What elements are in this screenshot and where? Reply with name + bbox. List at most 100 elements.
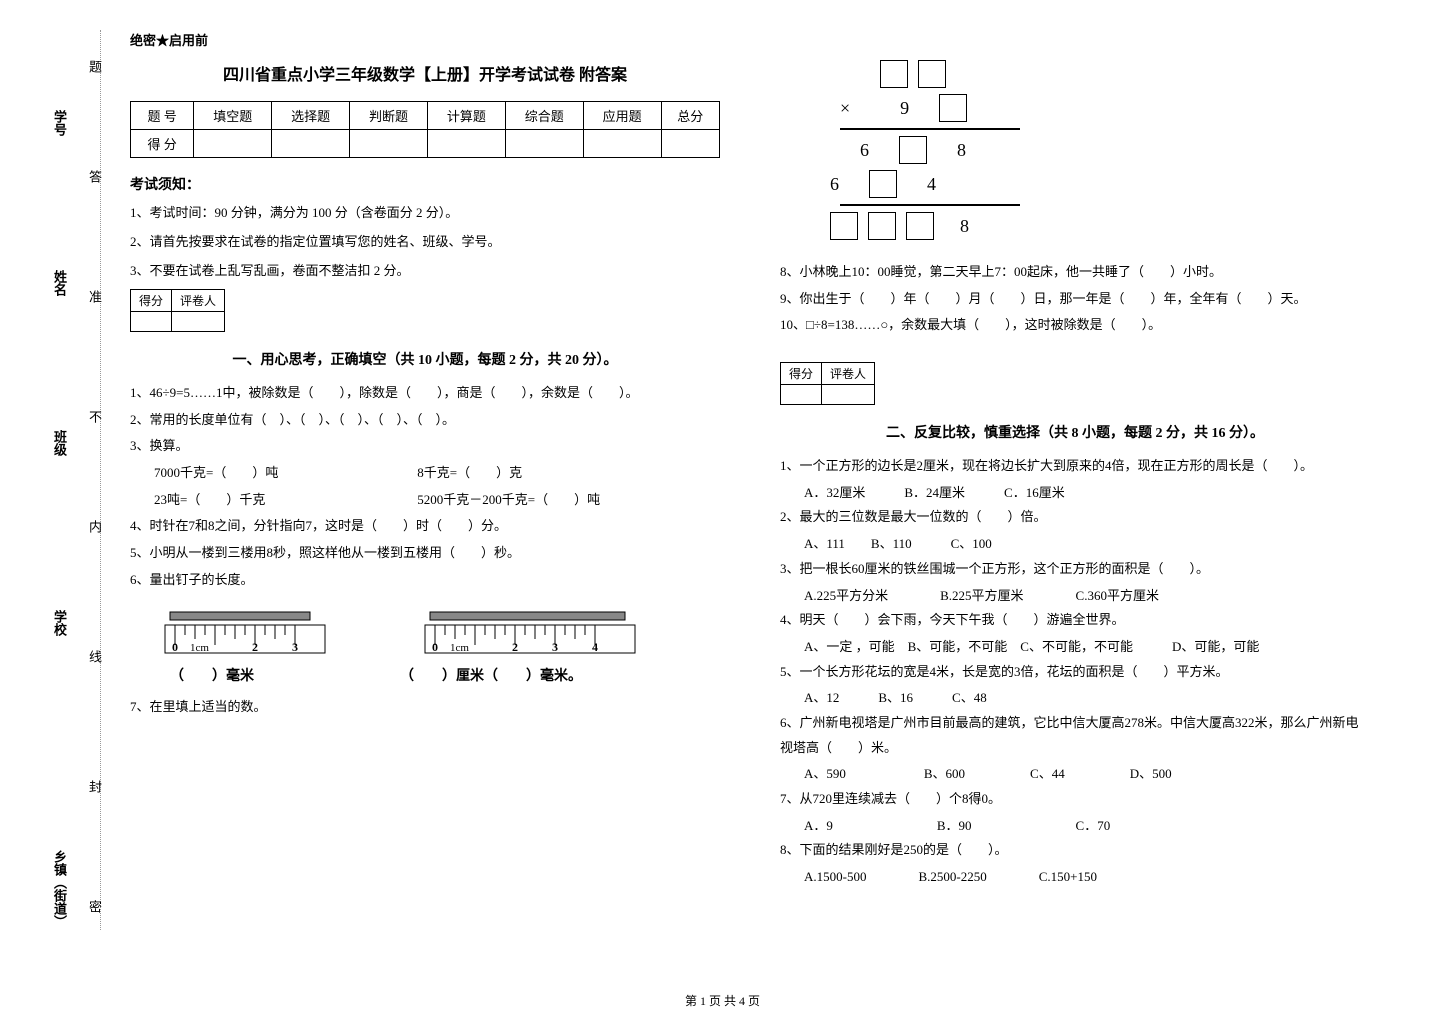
cell <box>505 130 583 158</box>
cell <box>583 130 661 158</box>
th: 计算题 <box>427 102 505 130</box>
s2q8: 8、下面的结果刚好是250的是（ ）。 <box>780 838 1370 863</box>
q3c: 23吨=（ ）千克 <box>154 488 414 513</box>
q3-line: 7000千克=（ ）吨 8千克=（ ）克 <box>154 461 720 486</box>
s2q6o: A、590 B、600 C、44 D、500 <box>804 762 1370 787</box>
s2q1: 1、一个正方形的边长是2厘米，现在将边长扩大到原来的4倍，现在正方形的周长是（ … <box>780 454 1370 479</box>
s2q4o: A、一定 ，可能 B、可能，不可能 C、不可能，不可能 D、可能，可能 <box>804 635 1370 660</box>
hr <box>840 204 1020 206</box>
cell <box>781 385 822 405</box>
th: 选择题 <box>272 102 350 130</box>
times-sign: × <box>840 98 850 119</box>
q3b: 8千克=（ ）克 <box>417 465 522 480</box>
q1: 1、46÷9=5……1中，被除数是（ ），除数是（ ），商是（ ），余数是（ ）… <box>130 381 720 406</box>
seal-char: 封 <box>85 780 104 793</box>
digit: 4 <box>927 174 936 195</box>
svg-text:0: 0 <box>432 640 438 654</box>
cell <box>131 312 172 332</box>
secret-label: 绝密★启用前 <box>130 30 720 49</box>
s2q6: 6、广州新电视塔是广州市目前最高的建筑，它比中信大厦高278米。中信大厦高322… <box>780 711 1370 760</box>
notice-item: 1、考试时间：90 分钟，满分为 100 分（含卷面分 2 分）。 <box>130 202 720 221</box>
digit: 6 <box>830 174 839 195</box>
ruler1: 0 1cm 2 3 <box>160 607 330 657</box>
instructions: 1、考试时间：90 分钟，满分为 100 分（含卷面分 2 分）。 2、请首先按… <box>130 202 720 279</box>
svg-text:1cm: 1cm <box>450 642 469 654</box>
s2q3o: A.225平方分米 B.225平方厘米 C.360平方厘米 <box>804 584 1370 609</box>
right-column: ×9 68 64 8 8、小林晚上10：00睡觉，第二天早上7：00起床，他一共… <box>780 30 1370 890</box>
scorer-box: 得分评卷人 <box>780 362 875 405</box>
th: 应用题 <box>583 102 661 130</box>
box <box>899 136 927 164</box>
exam-title: 四川省重点小学三年级数学【上册】开学考试试卷 附答案 <box>130 61 720 85</box>
th: 判断题 <box>350 102 428 130</box>
cell <box>172 312 225 332</box>
binding-sidebar: 乡镇（街道） 学校 班级 姓名 学号 密 封 线 内 不 准 答 题 <box>50 30 110 930</box>
digit: 8 <box>960 216 969 237</box>
hr <box>840 128 1020 130</box>
q6: 6、量出钉子的长度。 <box>130 568 720 593</box>
sidebar-name: 姓名 <box>50 270 69 296</box>
box <box>939 94 967 122</box>
multiplication-problem: ×9 68 64 8 <box>820 60 1370 240</box>
svg-text:3: 3 <box>292 640 298 654</box>
th: 综合题 <box>505 102 583 130</box>
notice-item: 3、不要在试卷上乱写乱画，卷面不整洁扣 2 分。 <box>130 260 720 279</box>
ruler1-answer: （ ）毫米 <box>170 665 330 685</box>
s2q7: 7、从720里连续减去（ ）个8得0。 <box>780 787 1370 812</box>
left-column: 绝密★启用前 四川省重点小学三年级数学【上册】开学考试试卷 附答案 题 号 填空… <box>130 30 720 890</box>
sidebar-id: 学号 <box>50 110 69 136</box>
q2: 2、常用的长度单位有（ ）、（ ）、（ ）、（ ）、（ ）。 <box>130 408 720 433</box>
nine: 9 <box>900 98 909 119</box>
q5: 5、小明从一楼到三楼用8秒，照这样他从一楼到五楼用（ ）秒。 <box>130 541 720 566</box>
seal-char: 题 <box>85 60 104 73</box>
svg-text:0: 0 <box>172 640 178 654</box>
cell <box>272 130 350 158</box>
q8: 8、小林晚上10：00睡觉，第二天早上7：00起床，他一共睡了（ ）小时。 <box>780 260 1370 285</box>
s2q2: 2、最大的三位数是最大一位数的（ ）倍。 <box>780 505 1370 530</box>
box <box>906 212 934 240</box>
seal-char: 不 <box>85 410 104 423</box>
box <box>869 170 897 198</box>
q3: 3、换算。 <box>130 434 720 459</box>
q7: 7、在里填上适当的数。 <box>130 695 720 720</box>
cell <box>661 130 719 158</box>
s2q1o: A．32厘米 B．24厘米 C．16厘米 <box>804 481 1370 506</box>
s2q5: 5、一个长方形花坛的宽是4米，长是宽的3倍，花坛的面积是（ ）平方米。 <box>780 660 1370 685</box>
q9: 9、你出生于（ ）年（ ）月（ ）日，那一年是（ ）年，全年有（ ）天。 <box>780 287 1370 312</box>
digit: 8 <box>957 140 966 161</box>
scorer-c2: 评卷人 <box>172 290 225 312</box>
seal-char: 密 <box>85 900 104 913</box>
q4: 4、时针在7和8之间，分针指向7，这时是（ ）时（ ）分。 <box>130 514 720 539</box>
sidebar-class: 班级 <box>50 430 69 456</box>
ruler-unit: 1cm <box>190 642 209 654</box>
notice-title: 考试须知： <box>130 174 720 194</box>
s2q4: 4、明天（ ）会下雨，今天下午我（ ）游遍全世界。 <box>780 608 1370 633</box>
box <box>830 212 858 240</box>
section2-header: 得分评卷人 二、反复比较，慎重选择（共 8 小题，每题 2 分，共 16 分）。 <box>780 362 1370 442</box>
s2q2o: A、111 B、110 C、100 <box>804 532 1370 557</box>
ruler1-group: 0 1cm 2 3 （ ）毫米 <box>130 595 330 685</box>
seal-char: 准 <box>85 290 104 303</box>
ruler2: 0 1cm 2 3 4 <box>420 607 640 657</box>
scorer-c1: 得分 <box>781 363 822 385</box>
s2q3: 3、把一根长60厘米的铁丝围城一个正方形，这个正方形的面积是（ ）。 <box>780 557 1370 582</box>
section1-title: 一、用心思考，正确填空（共 10 小题，每题 2 分，共 20 分）。 <box>130 349 720 369</box>
ruler2-answer: （ ）厘米（ ）毫米。 <box>400 665 640 685</box>
svg-text:2: 2 <box>252 640 258 654</box>
th: 题 号 <box>131 102 194 130</box>
row-label: 得 分 <box>131 130 194 158</box>
rulers-row: 0 1cm 2 3 （ ）毫米 <box>130 595 720 685</box>
scorer-box: 得分评卷人 <box>130 289 225 332</box>
svg-text:4: 4 <box>592 640 598 654</box>
page-footer: 第 1 页 共 4 页 <box>0 992 1445 1009</box>
box <box>868 212 896 240</box>
s2q5o: A、12 B、16 C、48 <box>804 686 1370 711</box>
cell <box>822 385 875 405</box>
cell <box>427 130 505 158</box>
q3d: 5200千克－200千克=（ ）吨 <box>417 492 600 507</box>
dotted-line <box>100 30 101 930</box>
q3a: 7000千克=（ ）吨 <box>154 461 414 486</box>
notice-item: 2、请首先按要求在试卷的指定位置填写您的姓名、班级、学号。 <box>130 231 720 250</box>
cell <box>194 130 272 158</box>
q10: 10、□÷8=138……○，余数最大填（ ），这时被除数是（ ）。 <box>780 313 1370 338</box>
